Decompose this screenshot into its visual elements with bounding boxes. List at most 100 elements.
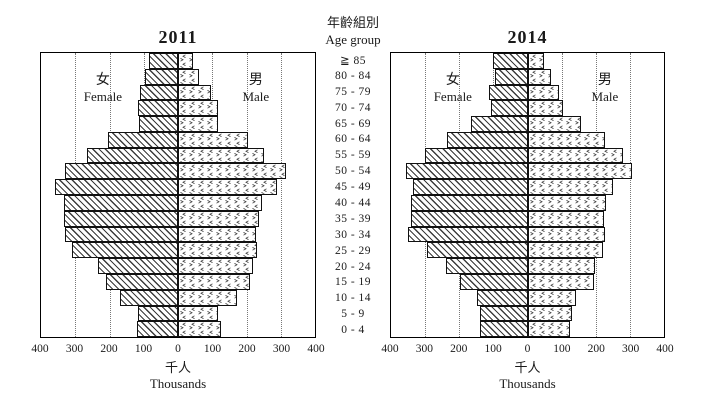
bar-male-0-4-2011 xyxy=(178,321,221,338)
bar-rows-2011 xyxy=(41,53,315,338)
plot-area-2014: 女 Female 男 Male xyxy=(390,52,665,338)
age-label-0-4: 0 - 4 xyxy=(341,324,365,337)
female-label-2014: 女 Female xyxy=(413,73,493,105)
chevron-pattern-fill xyxy=(528,85,558,100)
bar-female-80-84-2011 xyxy=(145,68,178,85)
bar-male-30-34-2011 xyxy=(178,226,257,243)
pyramid-row-45-49 xyxy=(391,179,664,196)
age-group-header-zh: 年齡組別 xyxy=(326,15,379,30)
bar-female-65-69-2014 xyxy=(471,116,528,132)
pyramid-row-10-14 xyxy=(391,289,664,306)
chevron-pattern-fill xyxy=(179,306,218,321)
bar-female-≧-85-2011 xyxy=(148,53,178,69)
chevron-pattern-fill xyxy=(528,322,569,337)
x-tick-7-2011: 300 xyxy=(272,343,291,355)
chevron-pattern-fill xyxy=(528,290,575,305)
bar-male-45-49-2011 xyxy=(178,179,278,196)
pyramid-row-5-9 xyxy=(391,305,664,322)
x-tick-2-2014: 200 xyxy=(450,343,468,355)
unit-label-zh: 千人 xyxy=(164,360,191,375)
pyramid-row-10-14 xyxy=(41,289,315,306)
chevron-pattern-fill xyxy=(528,243,602,258)
chevron-pattern-fill xyxy=(528,274,594,289)
bar-female-0-4-2011 xyxy=(136,321,178,338)
bar-male-0-4-2014 xyxy=(527,321,570,338)
bar-female-35-39-2011 xyxy=(63,210,178,227)
pyramid-row-75-79 xyxy=(41,84,315,101)
chevron-pattern-fill xyxy=(528,211,604,226)
chevron-pattern-fill xyxy=(528,148,623,163)
pyramid-row-55-59 xyxy=(391,147,664,164)
bar-male-25-29-2014 xyxy=(527,242,603,259)
male-label-en: Male xyxy=(242,89,270,104)
chevron-pattern-fill xyxy=(528,180,613,195)
age-group-header-en: Age group xyxy=(325,32,381,47)
chevron-pattern-fill xyxy=(179,69,198,84)
bar-female-60-64-2011 xyxy=(107,131,178,148)
chevron-pattern-fill xyxy=(179,180,277,195)
chevron-pattern-fill xyxy=(179,274,250,289)
bar-male-40-44-2014 xyxy=(527,195,606,211)
age-label-55-59: 55 - 59 xyxy=(334,149,372,162)
chevron-pattern-fill xyxy=(179,132,247,147)
pyramid-row-5-9 xyxy=(41,305,315,322)
age-label-65-69: 65 - 69 xyxy=(334,117,372,130)
bar-male-50-54-2011 xyxy=(178,163,286,180)
pyramid-row-55-59 xyxy=(41,147,315,164)
bar-female-55-59-2011 xyxy=(87,147,178,164)
age-label-75-79: 75 - 79 xyxy=(334,85,372,98)
pyramid-row-25-29 xyxy=(41,242,315,259)
bar-male-60-64-2011 xyxy=(178,131,248,148)
x-axis-ticks-2014: 400 300 200 100 0 100 200 300 400 xyxy=(381,342,673,356)
bar-female-60-64-2014 xyxy=(447,131,528,148)
age-label-45-49: 45 - 49 xyxy=(334,181,372,194)
pyramid-row-30-34 xyxy=(41,226,315,243)
pyramid-row-0-4 xyxy=(41,321,315,338)
bar-male-65-69-2014 xyxy=(527,116,581,132)
chevron-pattern-fill xyxy=(528,259,595,273)
pyramid-row-≧-85 xyxy=(391,53,664,69)
pyramid-row-70-74 xyxy=(391,100,664,117)
female-label-en: Female xyxy=(83,89,123,104)
chevron-pattern-fill xyxy=(179,54,193,68)
bar-male-40-44-2011 xyxy=(178,195,262,211)
x-tick-3-2011: 100 xyxy=(134,343,153,355)
chevron-pattern-fill xyxy=(179,101,218,116)
gridline-87.5 xyxy=(280,53,282,337)
male-label-2014: 男 Male xyxy=(565,73,645,105)
female-label-zh: 女 xyxy=(95,73,110,88)
x-tick-0-2011: 400 xyxy=(31,343,49,355)
pyramid-row-15-19 xyxy=(391,273,664,290)
bar-male-10-14-2011 xyxy=(178,289,238,306)
bar-female-50-54-2014 xyxy=(406,163,528,180)
bar-female-45-49-2011 xyxy=(55,179,178,196)
x-tick-3-2014: 100 xyxy=(484,343,502,355)
age-label-5-9: 5 - 9 xyxy=(341,308,365,321)
pyramid-row-35-39 xyxy=(41,210,315,227)
age-label-≧-85: ≧ 85 xyxy=(339,54,366,67)
pyramid-row-40-44 xyxy=(391,195,664,211)
bar-male-5-9-2011 xyxy=(178,305,219,322)
chevron-pattern-fill xyxy=(179,211,258,226)
chevron-pattern-fill xyxy=(179,227,256,242)
x-tick-8-2014: 400 xyxy=(656,343,674,355)
pyramid-row-15-19 xyxy=(41,273,315,290)
chevron-pattern-fill xyxy=(528,117,580,131)
chevron-pattern-fill xyxy=(528,132,605,147)
bar-female-0-4-2014 xyxy=(480,321,528,338)
bar-female-20-24-2011 xyxy=(97,258,178,274)
pyramid-row-30-34 xyxy=(391,226,664,243)
x-tick-4-2011: 0 xyxy=(175,343,181,355)
bar-rows-2014 xyxy=(391,53,664,338)
age-label-15-19: 15 - 19 xyxy=(334,276,372,289)
pyramid-row-60-64 xyxy=(41,131,315,148)
bar-female-45-49-2014 xyxy=(413,179,528,196)
bar-female-35-39-2014 xyxy=(411,210,528,227)
chevron-pattern-fill xyxy=(528,101,562,116)
bar-female-15-19-2011 xyxy=(106,273,178,290)
age-label-10-14: 10 - 14 xyxy=(334,292,372,305)
bar-female-70-74-2011 xyxy=(137,100,178,117)
bar-male-≧-85-2011 xyxy=(178,53,194,69)
pyramid-row-35-39 xyxy=(391,210,664,227)
